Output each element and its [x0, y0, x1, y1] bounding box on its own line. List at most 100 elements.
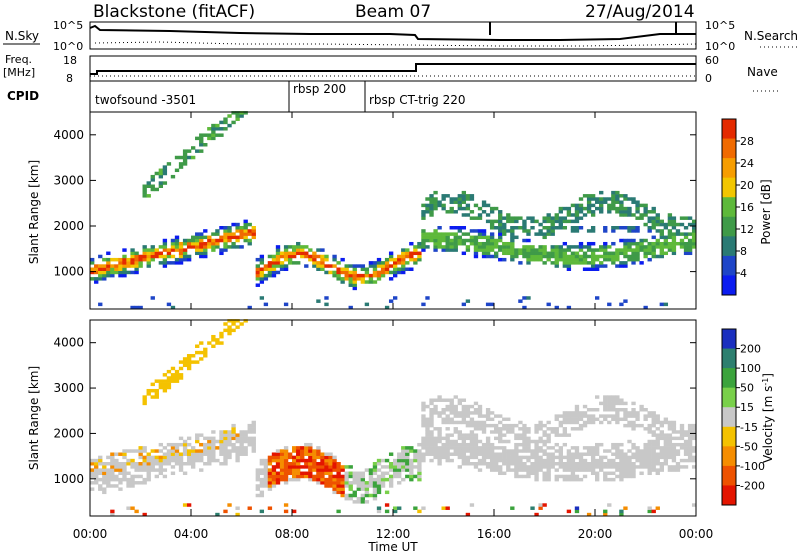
freq-left-label-1: Freq. [5, 53, 32, 66]
velocity-cell [679, 458, 685, 463]
velocity-cell [126, 458, 131, 463]
power-cell [372, 280, 378, 284]
power-cell [477, 229, 483, 233]
velocity-cell [134, 462, 139, 466]
power-cell [429, 210, 434, 214]
power-cell [207, 127, 212, 131]
velocity-cell [336, 471, 341, 476]
power-cell [639, 238, 644, 243]
velocity-cell [271, 468, 277, 472]
power-cell [611, 206, 616, 211]
power-cell [110, 257, 115, 262]
power-cell [566, 219, 572, 224]
velocity-cell [502, 462, 507, 466]
velocity-cell [590, 449, 596, 453]
velocity-cell [635, 465, 640, 469]
velocity-cell [663, 455, 669, 460]
velocity-cell [558, 433, 563, 437]
velocity-cell [328, 481, 333, 485]
velocity-cell [538, 465, 543, 469]
velocity-cell [582, 452, 588, 456]
velocity-cell [655, 420, 660, 425]
velocity-cell [574, 449, 580, 453]
velocity-cell [481, 427, 487, 431]
power-cell [489, 241, 495, 246]
velocity-cell [530, 465, 535, 469]
velocity-cell [296, 465, 301, 469]
velocity-cell [211, 452, 216, 456]
velocity-cell [510, 468, 515, 472]
velocity-cell [231, 433, 236, 437]
velocity-cell [603, 471, 608, 476]
power-cell [631, 200, 636, 204]
velocity-cell [304, 471, 309, 476]
velocity-cell [570, 468, 576, 472]
power-cell [546, 226, 551, 230]
velocity-cell [473, 411, 479, 415]
velocity-cell [611, 398, 616, 402]
velocity-cell [429, 446, 434, 450]
velocity-cell [514, 468, 519, 472]
velocity-cell [425, 430, 430, 434]
velocity-cell [514, 462, 519, 466]
velocity-cell [162, 385, 168, 390]
velocity-cell [562, 468, 568, 472]
velocity-cell [607, 465, 612, 469]
power-cell [352, 267, 357, 271]
velocity-cell [647, 465, 652, 469]
velocity-cell [683, 446, 689, 450]
velocity-cell [296, 471, 301, 476]
velocity-cell [510, 427, 515, 431]
velocity-cell [94, 481, 99, 485]
velocity-cell [279, 471, 285, 476]
power-cell [255, 270, 260, 275]
velocity-cell [510, 506, 515, 510]
power-cell [243, 229, 248, 233]
power-cell [162, 261, 168, 265]
power-cell [380, 273, 386, 278]
velocity-cell [267, 468, 273, 472]
velocity-cell [667, 439, 673, 444]
velocity-cell [578, 411, 584, 415]
velocity-cell [150, 382, 155, 387]
power-cell [651, 248, 656, 252]
power-cell [316, 264, 321, 268]
power-cell [324, 257, 329, 262]
power-cell [582, 245, 588, 249]
velocity-cell [574, 474, 580, 479]
power-cell [635, 200, 640, 204]
velocity-cell [170, 471, 176, 476]
velocity-cell [360, 484, 366, 488]
velocity-cell [235, 325, 240, 329]
power-cell [445, 232, 450, 236]
velocity-cell [667, 436, 673, 441]
power-cell [506, 248, 511, 252]
power-cell [283, 251, 289, 256]
power-cell [663, 226, 669, 230]
power-cell [562, 257, 568, 262]
velocity-cell [316, 462, 321, 466]
velocity-cell [570, 458, 576, 463]
velocity-cell [449, 408, 454, 412]
velocity-cell [146, 458, 151, 463]
velocity-cell [421, 420, 426, 425]
power-cell [647, 245, 652, 249]
power-cell [195, 136, 200, 141]
power-cell [611, 254, 616, 259]
velocity-cell [489, 455, 495, 460]
colorbar-swatch [722, 177, 736, 198]
velocity-cell [518, 462, 523, 466]
velocity-cell [546, 455, 551, 460]
velocity-cell [90, 468, 95, 472]
power-cell [243, 111, 248, 115]
power-cell [469, 241, 475, 246]
power-cell [384, 261, 390, 265]
velocity-cell [126, 506, 131, 510]
velocity-cell [667, 427, 673, 431]
power-cell [562, 206, 568, 211]
power-cell [498, 238, 503, 243]
velocity-cell [477, 458, 483, 463]
power-cell [259, 296, 265, 300]
velocity-cell [607, 420, 612, 425]
